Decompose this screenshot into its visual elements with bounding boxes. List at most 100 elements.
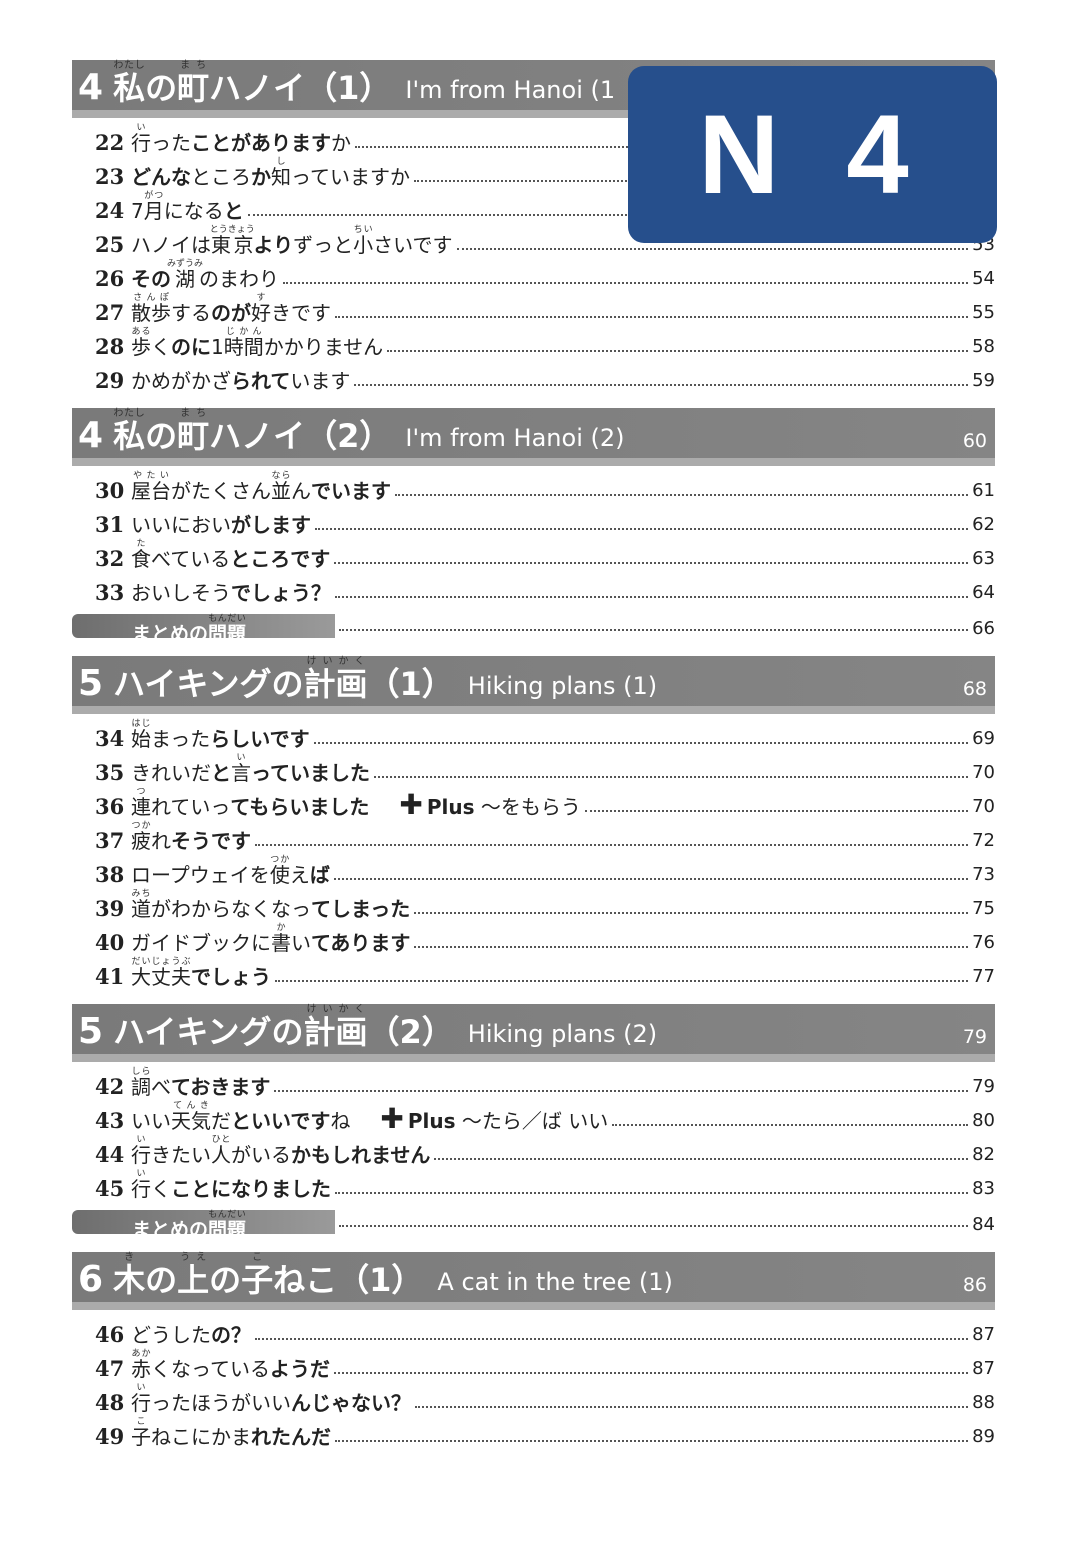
lesson-row[interactable]: 28 歩あるくのに1時間じかんかかりません 58 bbox=[72, 327, 995, 361]
lesson-row[interactable]: 27 散歩さんぽするのが好すきです 55 bbox=[72, 293, 995, 327]
lesson-title: その湖みずうみのまわり bbox=[131, 259, 279, 291]
ruby-text: 行い bbox=[131, 1169, 151, 1201]
lesson-title: 屋台やたいがたくさん並ならんでいます bbox=[131, 471, 391, 503]
ruby-text: 時間じかん bbox=[223, 327, 264, 359]
dot-leader bbox=[247, 214, 991, 216]
lesson-row[interactable]: 35 きれいだと言いっていました 70 bbox=[72, 753, 995, 787]
summary-row[interactable]: まとめの問題もんだい 66 bbox=[72, 607, 995, 645]
lesson-page: 58 bbox=[972, 336, 995, 357]
lesson-number: 45 bbox=[95, 1176, 125, 1201]
lesson-row[interactable]: 30 屋台やたいがたくさん並ならんでいます 61 bbox=[72, 471, 995, 505]
ruby-text: 疲つか bbox=[131, 821, 151, 853]
lesson-row[interactable]: 34 始はじまったらしいです 69 bbox=[72, 719, 995, 753]
ruby-text: 町まち bbox=[177, 408, 210, 455]
lesson-row[interactable]: 49 子こねこにかまれたんだ 89 bbox=[72, 1417, 995, 1451]
lesson-page: 73 bbox=[972, 864, 995, 885]
lesson-number: 32 bbox=[95, 546, 125, 571]
lesson-page: 89 bbox=[972, 1426, 995, 1447]
dot-leader bbox=[456, 248, 969, 250]
lesson-row[interactable]: 44 行いきたい人ひとがいるかもしれません 82 bbox=[72, 1135, 995, 1169]
lesson-row[interactable]: 36 連つれていってもらいました ✚ Plus ～をもらう 70 bbox=[72, 787, 995, 821]
lesson-title: 行いったことがありますか bbox=[131, 123, 351, 155]
lesson-row[interactable]: 23 どんなところか知しっていますか bbox=[72, 157, 995, 191]
lesson-title: ガイドブックに書かいてあります bbox=[131, 923, 411, 955]
summary-page: 66 bbox=[972, 618, 995, 639]
lesson-row[interactable]: 31 いいにおいがします 62 bbox=[72, 505, 995, 539]
ruby-text: 道みち bbox=[131, 889, 151, 921]
bold-text: かもしれません bbox=[291, 1143, 431, 1167]
chapter-header[interactable]: 6 木きの上うえの子こねこ（1） A cat in the tree (1) 86 bbox=[72, 1252, 995, 1310]
chapter-page: 68 bbox=[962, 678, 987, 700]
lesson-page: 70 bbox=[972, 762, 995, 783]
lesson-row[interactable]: 29 かめがかざられています 59 bbox=[72, 361, 995, 395]
furigana: ちい bbox=[353, 225, 374, 235]
bold-text: と bbox=[211, 761, 231, 785]
lesson-page: 88 bbox=[972, 1392, 995, 1413]
ruby-text: 行い bbox=[131, 123, 151, 155]
lesson-page: 76 bbox=[972, 932, 995, 953]
lesson-title: 行いきたい人ひとがいるかもしれません bbox=[131, 1135, 431, 1167]
lesson-number: 25 bbox=[95, 232, 125, 257]
lesson-row[interactable]: 26 その湖みずうみのまわり 54 bbox=[72, 259, 995, 293]
lesson-list: 30 屋台やたいがたくさん並ならんでいます 61 31 いいにおいがします 62 32 食たべ… bbox=[72, 466, 995, 645]
ruby-text: 行い bbox=[131, 1135, 151, 1167]
furigana: い bbox=[231, 753, 251, 763]
furigana: さんぽ bbox=[131, 293, 171, 303]
lesson-page: 61 bbox=[972, 480, 995, 501]
furigana: やたい bbox=[131, 471, 171, 481]
lesson-row[interactable]: 38 ロープウェイを使つかえば 73 bbox=[72, 855, 995, 889]
lesson-row[interactable]: 45 行いくことになりました 83 bbox=[72, 1169, 995, 1203]
lesson-number: 31 bbox=[95, 512, 125, 537]
furigana: じかん bbox=[223, 327, 264, 337]
lesson-title: 赤あかくなっているようだ bbox=[131, 1349, 330, 1381]
lesson-row[interactable]: 42 調しらべておきます 79 bbox=[72, 1067, 995, 1101]
lesson-number: 34 bbox=[95, 726, 125, 751]
lesson-number: 24 bbox=[95, 198, 125, 223]
furigana: す bbox=[251, 293, 271, 303]
chapter-english-title: I'm from Hanoi (1 bbox=[405, 76, 616, 104]
lesson-row[interactable]: 37 疲つかれそうです 72 bbox=[72, 821, 995, 855]
chapter-page: 60 bbox=[962, 430, 987, 452]
ruby-text: 子こ bbox=[131, 1417, 151, 1449]
furigana: しら bbox=[131, 1067, 151, 1077]
furigana: まち bbox=[177, 60, 210, 71]
lesson-number: 40 bbox=[95, 930, 125, 955]
lesson-row[interactable]: 39 道みちがわからなくなってしまった 75 bbox=[72, 889, 995, 923]
furigana: わたし bbox=[113, 60, 146, 71]
chapter-header[interactable]: 5 ハイキングの計画けいかく（1） Hiking plans (1) 68 bbox=[72, 656, 995, 714]
lesson-row[interactable]: 43 いい天気てんきだといいですね ✚ Plus ～たら／ば いい 80 bbox=[72, 1101, 995, 1135]
toc-section: 6 木きの上うえの子こねこ（1） A cat in the tree (1) 86 46… bbox=[72, 1252, 995, 1451]
lesson-row[interactable]: 32 食たべているところです 63 bbox=[72, 539, 995, 573]
lesson-row[interactable]: 48 行いったほうがいいんじゃない？ 88 bbox=[72, 1383, 995, 1417]
bold-text: らしいです bbox=[210, 727, 310, 751]
lesson-row[interactable]: 24 7月がつになると bbox=[72, 191, 995, 225]
ruby-text: 天気てんき bbox=[171, 1101, 211, 1133]
lesson-row[interactable]: 46 どうしたの？ 87 bbox=[72, 1315, 995, 1349]
lesson-row[interactable]: 33 おいしそうでしょう？ 64 bbox=[72, 573, 995, 607]
bold-text: の？ bbox=[211, 1323, 251, 1347]
dot-leader bbox=[333, 878, 969, 880]
furigana: た bbox=[131, 539, 151, 549]
bold-text: てもらいました bbox=[230, 795, 370, 819]
lesson-row[interactable]: 40 ガイドブックに書かいてあります 76 bbox=[72, 923, 995, 957]
lesson-row[interactable]: 41 大丈夫だいじょうぶでしょう 77 bbox=[72, 957, 995, 991]
furigana: もんだい bbox=[208, 614, 247, 624]
chapter-number: 4 bbox=[78, 415, 104, 456]
lesson-row[interactable]: 47 赤あかくなっているようだ 87 bbox=[72, 1349, 995, 1383]
chapter-header[interactable]: 4 私わたしの町まちハノイ（2） I'm from Hanoi (2) 60 bbox=[72, 408, 995, 466]
lesson-page: 63 bbox=[972, 548, 995, 569]
lesson-page: 83 bbox=[972, 1178, 995, 1199]
furigana: みずうみ bbox=[167, 259, 204, 269]
dot-leader bbox=[415, 1406, 969, 1408]
ruby-text: 並なら bbox=[271, 471, 291, 503]
bold-text: ところです bbox=[230, 547, 331, 571]
furigana: ある bbox=[131, 327, 151, 337]
summary-row[interactable]: まとめの問題もんだい 84 bbox=[72, 1203, 995, 1241]
lesson-number: 44 bbox=[95, 1142, 125, 1167]
lesson-page: 69 bbox=[972, 728, 995, 749]
summary-label: まとめの問題もんだい bbox=[72, 1210, 335, 1241]
lesson-title: 行いったほうがいいんじゃない？ bbox=[131, 1383, 411, 1415]
chapter-header[interactable]: 5 ハイキングの計画けいかく（2） Hiking plans (2) 79 bbox=[72, 1004, 995, 1062]
lesson-number: 22 bbox=[95, 130, 125, 155]
